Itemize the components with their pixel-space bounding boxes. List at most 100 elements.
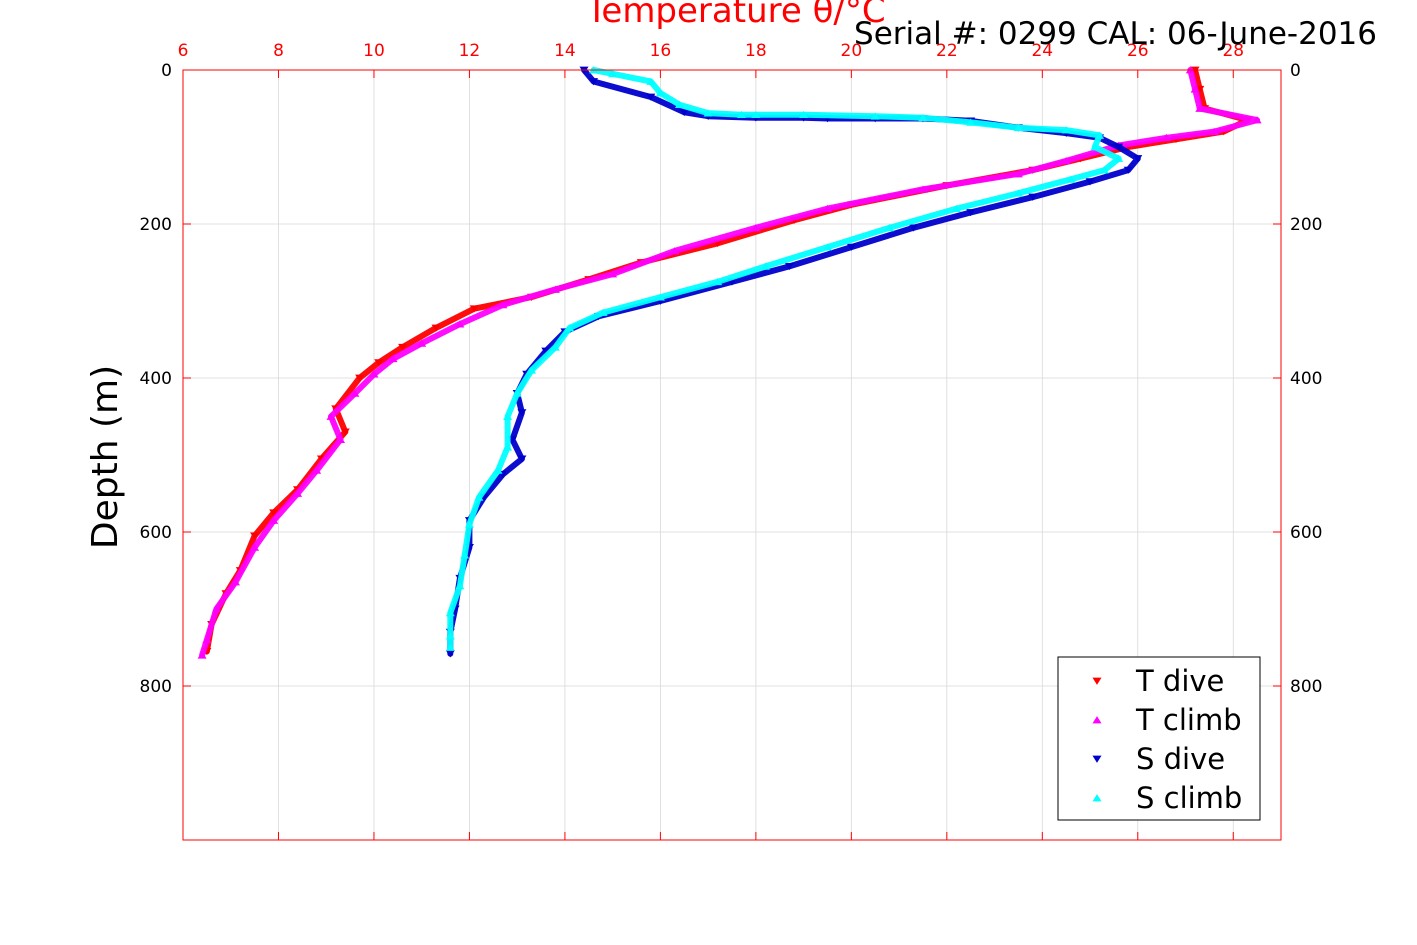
plot-area-frame xyxy=(182,69,1282,841)
x-tick-label: 22 xyxy=(936,41,958,61)
data-point xyxy=(269,509,279,517)
data-point xyxy=(918,113,928,122)
data-point xyxy=(398,343,408,352)
data-point xyxy=(1195,104,1205,112)
data-point xyxy=(751,224,761,232)
data-point xyxy=(589,78,599,86)
data-point xyxy=(464,520,474,528)
data-point xyxy=(517,455,527,463)
data-point xyxy=(655,293,665,301)
data-point xyxy=(455,320,465,328)
legend: T dive T climb S dive S climb xyxy=(1057,656,1261,821)
data-point xyxy=(846,243,856,251)
data-point xyxy=(503,443,513,451)
data-point xyxy=(541,347,551,355)
data-point xyxy=(550,285,560,293)
data-point xyxy=(646,77,656,85)
data-point xyxy=(1095,131,1105,139)
data-point xyxy=(751,110,761,119)
data-point xyxy=(1066,175,1076,183)
data-point xyxy=(908,224,918,232)
series-s-climb xyxy=(445,66,1124,651)
data-point xyxy=(885,224,895,232)
legend-box xyxy=(1057,656,1261,821)
data-point xyxy=(312,466,322,474)
data-point xyxy=(326,412,336,420)
data-point xyxy=(966,118,976,126)
y-tick-label-left: 400 xyxy=(140,369,172,389)
series-t-climb xyxy=(197,66,1262,659)
data-point xyxy=(1085,178,1095,186)
data-point xyxy=(679,108,689,117)
y-tick-label-right: 800 xyxy=(1290,677,1322,697)
data-point xyxy=(293,489,303,497)
x-tick-label: 24 xyxy=(1031,41,1053,61)
data-point xyxy=(784,262,794,271)
data-point xyxy=(674,100,684,109)
legend-marker xyxy=(1092,755,1102,763)
y-tick-label-right: 200 xyxy=(1290,215,1322,235)
series-trace xyxy=(447,67,1122,651)
x-tick-label: 16 xyxy=(650,41,672,61)
data-point xyxy=(474,493,484,501)
data-point xyxy=(1013,123,1023,132)
data-point xyxy=(608,270,618,278)
legend-label: T dive xyxy=(1135,664,1224,698)
series-s-dive xyxy=(445,66,1143,658)
y-tick-label-left: 200 xyxy=(140,215,172,235)
x-tick-label: 8 xyxy=(273,41,284,61)
x-tick-label: 10 xyxy=(363,41,385,61)
data-point xyxy=(737,110,747,119)
data-point xyxy=(966,209,976,217)
data-point xyxy=(760,262,770,270)
legend-label: S dive xyxy=(1136,742,1225,776)
data-point xyxy=(445,609,455,617)
data-point xyxy=(512,389,522,397)
x-tick-label: 18 xyxy=(745,41,767,61)
data-point xyxy=(670,247,680,255)
data-point xyxy=(1190,85,1200,93)
data-point xyxy=(340,428,350,436)
series-trace xyxy=(203,67,1251,655)
data-point xyxy=(250,543,260,551)
series-trace xyxy=(199,67,1261,659)
data-point xyxy=(870,112,880,120)
x-tick-label: 6 xyxy=(178,41,189,61)
data-point xyxy=(455,582,465,590)
data-point xyxy=(1114,143,1124,151)
chart-title: Temperature θ/°C xyxy=(585,0,885,31)
axis-ticks: 6 8 10 12 14 16 18 20 22 24 26 28 0 0 200 200 400 400 600 6… xyxy=(140,41,1322,840)
data-point xyxy=(1209,127,1219,135)
x-tick-label: 12 xyxy=(459,41,481,61)
data-point xyxy=(445,632,455,640)
data-point xyxy=(369,370,379,378)
y-tick-label-right: 400 xyxy=(1290,369,1322,389)
plot-series xyxy=(197,66,1262,659)
data-point xyxy=(202,635,212,644)
chart-subtitle: Serial #: 0299 CAL: 06-June-2016 xyxy=(854,16,1377,52)
data-point xyxy=(703,109,713,117)
data-point xyxy=(1028,193,1038,201)
data-point xyxy=(799,110,809,119)
data-point xyxy=(517,409,527,417)
data-point xyxy=(1252,116,1262,124)
data-point xyxy=(1061,157,1071,165)
data-point xyxy=(431,324,441,332)
y-tick-label-left: 800 xyxy=(140,677,172,697)
data-point xyxy=(350,389,360,397)
data-point xyxy=(417,339,427,347)
data-point xyxy=(646,93,656,101)
legend-marker xyxy=(1092,716,1102,724)
data-point xyxy=(498,301,508,309)
series-trace xyxy=(447,67,1141,657)
x-tick-label: 28 xyxy=(1222,41,1244,61)
data-point xyxy=(493,466,503,474)
data-point xyxy=(598,308,608,316)
data-point xyxy=(822,243,832,251)
data-point xyxy=(269,516,279,524)
data-point xyxy=(550,343,560,351)
x-tick-label: 26 xyxy=(1127,41,1149,61)
y-tick-label-left: 600 xyxy=(140,523,172,543)
data-point xyxy=(503,412,513,420)
data-point xyxy=(608,70,618,78)
